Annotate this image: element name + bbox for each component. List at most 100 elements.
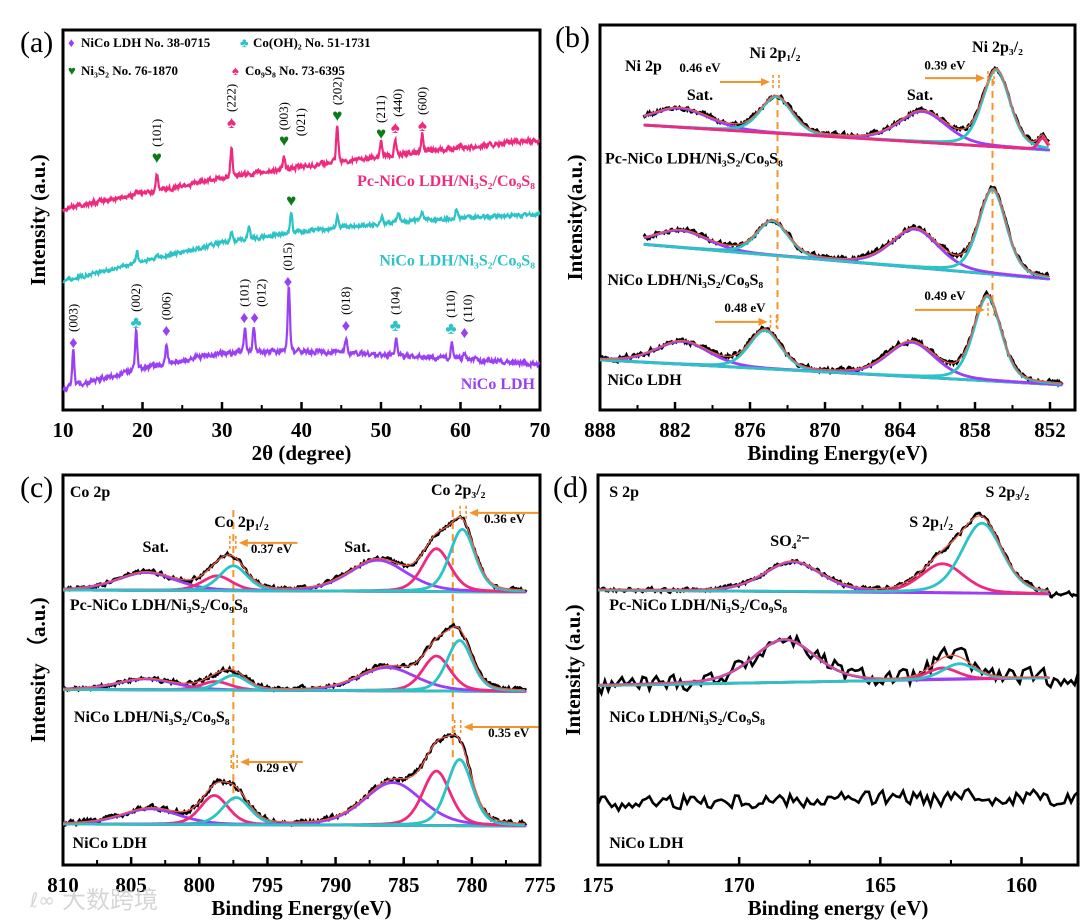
legend-label: Co₉S₈ No. 73-6395 — [245, 63, 345, 78]
x-tick-label: 870 — [809, 418, 841, 442]
xrd-series-line — [62, 207, 541, 284]
spade-legend-icon: ♠ — [232, 63, 239, 78]
x-tick-label: 160 — [1006, 873, 1038, 897]
hkl-label: (104) — [387, 287, 402, 315]
fit-component-line — [643, 109, 1049, 151]
arrow-head-icon — [238, 538, 248, 547]
xps-spectrum — [597, 511, 1078, 599]
peak-label: Ni 2p₁/₂ — [750, 45, 801, 62]
x-tick-label: 858 — [959, 418, 991, 442]
spade-marker-icon: ♠ — [227, 113, 236, 132]
x-tick-label: 70 — [530, 418, 551, 442]
arrow-head-icon — [469, 508, 479, 517]
hkl-label: (012) — [253, 279, 268, 307]
arrow-head-icon — [240, 758, 250, 767]
hkl-label: (003) — [276, 102, 291, 130]
shift-arrow: 0.37 eV — [229, 535, 298, 556]
sample-label: NiCo LDH/Ni₃S₂/Co₉S₈ — [608, 272, 764, 289]
shift-value-label: 0.37 eV — [251, 541, 293, 556]
fit-component-line — [643, 188, 1049, 279]
x-tick-label: 10 — [53, 418, 74, 442]
hkl-label: (002) — [128, 284, 143, 312]
x-tick-label: 852 — [1034, 418, 1066, 442]
club-marker-icon: ♣ — [390, 316, 401, 335]
shift-arrow: 0.49 eV — [915, 288, 995, 317]
x-tick-label: 790 — [320, 873, 352, 897]
x-axis-title: 2θ (degree) — [252, 441, 352, 465]
sample-label: Pc-NiCo LDH/Ni₃S₂/Co₉S₈ — [605, 151, 783, 168]
fit-component-line — [598, 521, 1049, 593]
diamond-marker-icon: ♦ — [342, 316, 351, 335]
xps-spectrum — [599, 289, 1064, 389]
arrow-head-icon — [758, 317, 768, 326]
x-axis: 175 170 165 160 — [582, 857, 1037, 897]
sample-label: NiCo LDH — [73, 835, 148, 852]
panel-b-ni2p: (b) 888 882 876 870 864 858 852 Binding Energy(e… — [555, 21, 1077, 465]
spade-marker-icon: ♠ — [391, 118, 400, 137]
peak-label: S 2p₃/₂ — [985, 484, 1029, 501]
xps-spectrum — [642, 184, 1051, 281]
fit-component-line — [643, 95, 1049, 152]
raw-data-line — [596, 787, 1079, 814]
shift-arrow: 0.36 eV — [459, 505, 539, 526]
xps-spectrum — [61, 514, 528, 594]
peak-label: Ni 2p — [625, 58, 662, 75]
panel-label: (d) — [553, 471, 588, 504]
series-label: NiCo LDH — [461, 376, 536, 393]
hkl-label: (101) — [149, 119, 164, 147]
panel-c-co2p: (c) 810 805 800 795 790 785 780 775 Binding Energ… — [20, 471, 556, 920]
heart-legend-icon: ♥ — [68, 63, 76, 78]
x-tick-label: 775 — [524, 873, 556, 897]
panel-label: (c) — [20, 471, 53, 504]
xps-spectrum — [61, 731, 528, 828]
watermark-text: 大数跨境 — [62, 886, 158, 914]
diamond-legend-icon: ♦ — [68, 35, 75, 50]
x-tick-label: 805 — [115, 873, 147, 897]
x-tick-label: 60 — [450, 418, 471, 442]
x-tick-label: 780 — [456, 873, 488, 897]
shift-arrow: 0.48 eV — [715, 300, 778, 329]
arrow-head-icon — [976, 305, 985, 314]
shift-value-label: 0.29 eV — [256, 760, 298, 775]
legend-label: NiCo LDH No. 38-0715 — [81, 35, 211, 50]
panel-label: (a) — [20, 26, 53, 59]
y-axis-title: Intensity (a.u.) — [26, 154, 50, 285]
club-marker-icon: ♣ — [445, 319, 456, 338]
hkl-label: (440) — [390, 89, 405, 117]
xps-spectrum — [596, 787, 1079, 814]
hkl-label: (003) — [65, 304, 80, 332]
x-tick-label: 882 — [659, 418, 691, 442]
diamond-marker-icon: ♦ — [250, 308, 259, 327]
heart-marker-icon: ♥ — [286, 191, 296, 210]
diamond-marker-icon: ♦ — [284, 272, 293, 291]
club-legend-icon: ♣ — [240, 35, 249, 50]
shift-value-label: 0.35 eV — [488, 725, 530, 740]
legend-item: ♣ Co(OH)₂ No. 51-1731 — [240, 35, 371, 50]
peak-label: Co 2p — [70, 484, 111, 501]
peak-label: Co 2p₁/₂ — [214, 514, 269, 531]
hkl-label: (018) — [338, 287, 353, 315]
y-axis-title: Intensity(a.u.) — [563, 154, 587, 280]
xrd-series-line — [62, 286, 541, 394]
arrow-head-icon — [463, 722, 473, 731]
watermark-logo-icon: ℓ∞ — [29, 888, 55, 912]
envelope-fit-line — [598, 638, 1050, 686]
shift-arrow: 0.46 eV — [679, 60, 780, 89]
peak-label: SO₄²⁻ — [770, 533, 809, 550]
hkl-label: (202) — [329, 77, 344, 105]
diamond-marker-icon: ♦ — [69, 333, 78, 352]
legend-item: ♦ NiCo LDH No. 38-0715 — [68, 35, 211, 50]
sample-label: NiCo LDH/Ni₃S₂/Co₉S₈ — [74, 709, 230, 726]
x-tick-label: 50 — [371, 418, 392, 442]
x-tick-label: 888 — [584, 418, 616, 442]
diamond-marker-icon: ♦ — [162, 321, 171, 340]
xps-spectrum — [642, 65, 1051, 152]
shift-value-label: 0.46 eV — [679, 60, 721, 75]
fit-component-line — [63, 547, 525, 593]
watermark: ℓ∞ 大数跨境 — [29, 886, 158, 914]
legend-label: Ni₃S₂ No. 76-1870 — [81, 63, 178, 78]
envelope-fit-line — [598, 515, 1050, 592]
heart-marker-icon: ♥ — [152, 148, 162, 167]
fit-component-line — [63, 758, 525, 827]
